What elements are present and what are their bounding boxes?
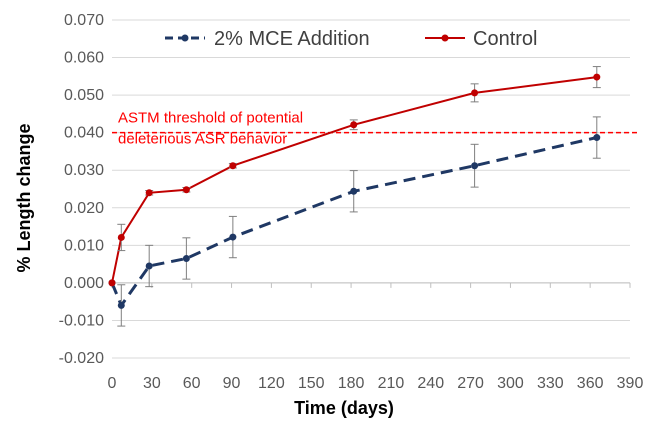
y-tick-label: 0.000 — [64, 275, 104, 292]
y-tick-label: 0.040 — [64, 125, 104, 142]
mce-series-point — [145, 262, 153, 270]
x-tick-label: 150 — [298, 375, 325, 392]
threshold-layer: ASTM threshold of potential deleterious A… — [112, 110, 640, 148]
y-tick-label: 0.060 — [64, 50, 104, 67]
mce-series-legend-marker — [181, 34, 189, 42]
y-axis-title: % Length change — [14, 123, 34, 272]
mce-series-point — [350, 187, 358, 195]
x-tick-label: 270 — [457, 375, 484, 392]
control-series-point — [182, 186, 190, 194]
mce-series-point — [471, 162, 479, 170]
x-tick-label: 360 — [577, 375, 604, 392]
x-tick-label: 60 — [183, 375, 201, 392]
mce-series-point — [117, 301, 125, 309]
control-series-line — [111, 76, 597, 284]
legend: 2% MCE Addition Control — [165, 28, 537, 50]
mce-series-point — [593, 134, 601, 142]
control-series-legend-marker — [441, 34, 449, 42]
y-tick-label: 0.010 — [64, 237, 104, 254]
control-series-point — [350, 121, 358, 129]
x-tick-label: 330 — [537, 375, 564, 392]
x-tick-label: 300 — [497, 375, 524, 392]
mce-series-point — [182, 254, 190, 262]
y-tick-label: -0.010 — [59, 312, 104, 329]
x-tick-label: 390 — [617, 375, 644, 392]
x-tick-label: 240 — [417, 375, 444, 392]
mce-series-legend-label: 2% MCE Addition — [214, 28, 370, 50]
x-tick-label: 180 — [338, 375, 365, 392]
x-tick-label: 0 — [108, 375, 117, 392]
control-series-point — [117, 233, 125, 241]
x-axis-title: Time (days) — [294, 398, 394, 418]
x-tick-label: 210 — [378, 375, 405, 392]
y-tick-label: 0.020 — [64, 200, 104, 217]
threshold-label: ASTM threshold of potential — [118, 110, 303, 127]
mce-series-point — [229, 233, 237, 241]
threshold-label: deleterious ASR behavior — [118, 131, 287, 148]
control-series-legend-label: Control — [473, 28, 537, 50]
y-tick-label: 0.030 — [64, 162, 104, 179]
y-tick-label: 0.070 — [64, 12, 104, 29]
control-series-point — [145, 189, 153, 197]
x-tick-label: 30 — [143, 375, 161, 392]
x-tick-label: 120 — [258, 375, 285, 392]
control-series-point — [471, 89, 479, 97]
control-series-point — [108, 279, 116, 287]
y-tick-label: -0.020 — [59, 350, 104, 367]
control-series-point — [229, 162, 237, 170]
control-series-point — [593, 73, 601, 81]
mce-series-line — [110, 136, 598, 309]
series-layer — [108, 66, 601, 327]
y-tick-label: 0.050 — [64, 87, 104, 104]
axis-layer: -0.020 -0.010 0.000 0.010 0.020 0.030 0.040 0.0… — [59, 12, 644, 392]
x-tick-label: 90 — [223, 375, 241, 392]
